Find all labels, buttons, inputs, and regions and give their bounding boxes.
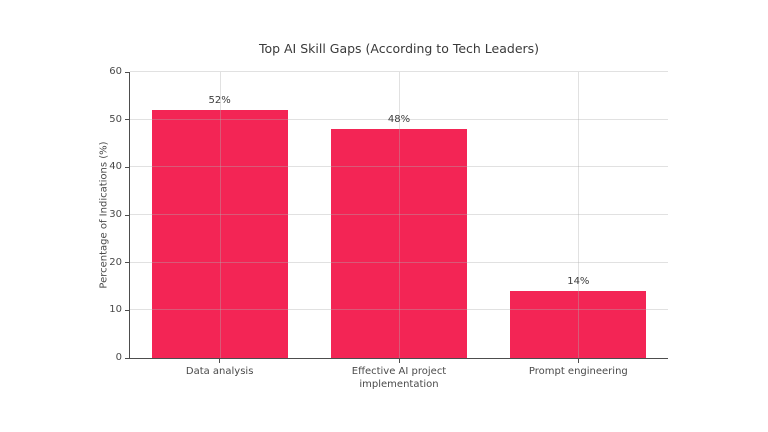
y-tick-mark <box>125 71 129 73</box>
bar-value-label: 52% <box>208 95 231 107</box>
x-tick-label-text: Effective AI project implementation <box>351 366 447 390</box>
gridline-horizontal <box>130 261 668 263</box>
bar <box>510 291 647 358</box>
y-tick-label: 50 <box>109 113 122 125</box>
chart-title: Top AI Skill Gaps (According to Tech Lea… <box>258 41 540 56</box>
gridline-horizontal <box>130 309 668 311</box>
gridline-horizontal <box>130 71 668 72</box>
gridline-horizontal <box>130 214 668 215</box>
y-tick-label: 60 <box>109 66 122 77</box>
y-tick-label: 0 <box>115 352 122 363</box>
y-tick-mark <box>125 357 129 359</box>
y-tick-mark <box>125 166 129 168</box>
gridline-vertical <box>219 72 221 358</box>
y-tick-mark <box>125 309 129 311</box>
bar-value-label: 14% <box>567 276 590 288</box>
gridline-vertical <box>399 72 400 358</box>
x-tick-label: Data analysis <box>140 365 300 378</box>
y-tick-mark <box>125 119 129 121</box>
bar <box>331 129 467 358</box>
y-tick-mark <box>125 214 129 216</box>
y-axis-spine <box>129 72 130 359</box>
x-tick-label: Prompt engineering <box>498 365 658 378</box>
gridline-horizontal <box>130 118 668 120</box>
y-tick-label: 30 <box>109 209 122 220</box>
bar-value-label: 48% <box>387 114 411 126</box>
y-tick-label: 10 <box>109 304 122 316</box>
x-tick-mark <box>577 359 579 363</box>
y-tick-label: 20 <box>109 256 122 268</box>
x-tick-label-text: Prompt engineering <box>528 366 628 377</box>
x-tick-mark <box>219 359 221 363</box>
y-tick-mark <box>125 262 129 264</box>
x-tick-mark <box>398 359 400 363</box>
gridline-horizontal <box>130 166 668 168</box>
x-tick-label-text: Data analysis <box>185 366 254 377</box>
gridline-vertical <box>578 72 580 358</box>
plot-area: 52% 48% 14% <box>130 71 668 358</box>
bar <box>151 110 288 358</box>
x-tick-label: Effective AI project implementation <box>319 365 479 391</box>
grid-layer <box>130 71 668 358</box>
bar-layer: 52% 48% 14% <box>130 72 668 358</box>
x-axis-spine <box>129 358 668 359</box>
y-tick-label: 40 <box>109 161 122 173</box>
